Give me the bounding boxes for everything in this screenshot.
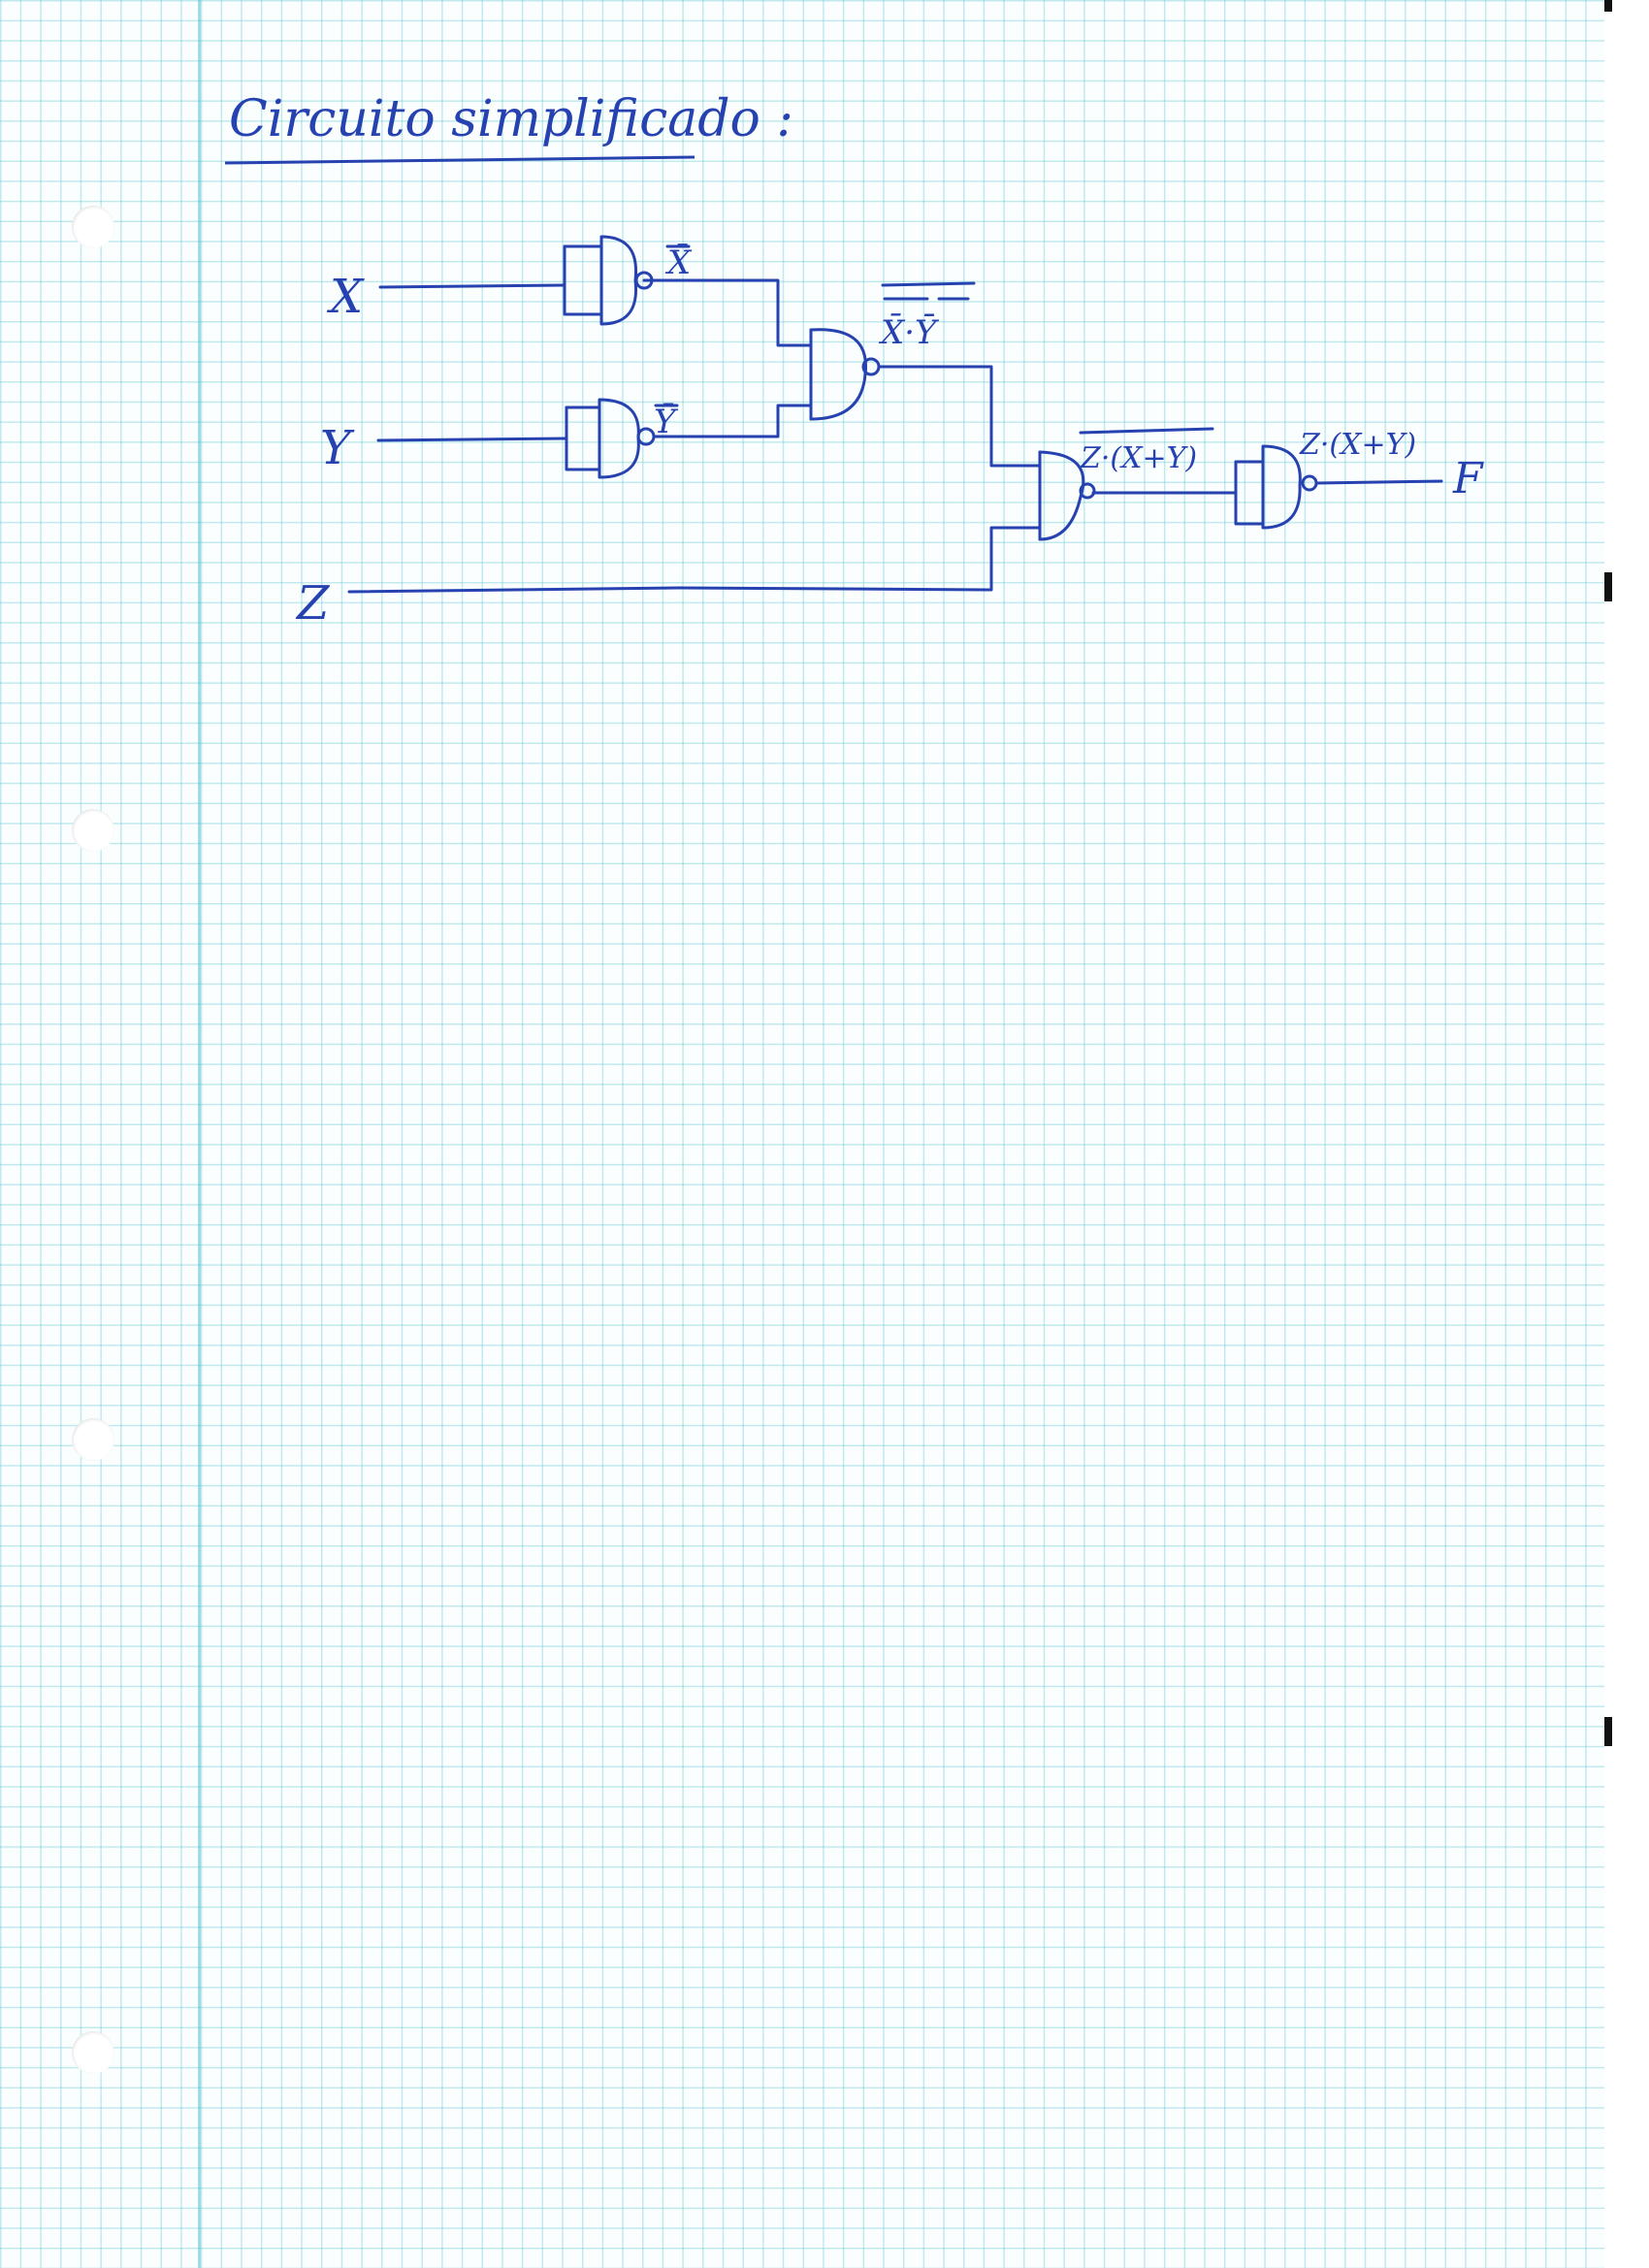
- margin-line: [198, 0, 201, 2268]
- punch-hole-1: [72, 206, 114, 248]
- diagram-title: Circuito simplificado :: [229, 90, 793, 148]
- nand-gate-g2: [565, 398, 656, 479]
- overbar-g4: [1079, 427, 1214, 435]
- gate-g3-output-label: X̄·Ȳ: [878, 312, 940, 352]
- wire-x-in: [378, 283, 566, 289]
- input-label-y: Y: [320, 421, 355, 475]
- punch-hole-3: [72, 1418, 114, 1461]
- wire-g3-to-g4: [877, 365, 1042, 468]
- scan-edge: [1604, 0, 1649, 2268]
- overbar-g3-outer: [881, 281, 976, 287]
- wire-g5-to-f: [1314, 479, 1443, 485]
- input-label-z: Z: [295, 576, 331, 631]
- gate-g1-output-label: X̄: [664, 243, 693, 282]
- gate-g5-output-label: Z·(X+Y): [1299, 428, 1416, 462]
- wire-g1-to-g3: [642, 278, 813, 347]
- graph-paper-sheet: [0, 0, 1604, 2268]
- nand-gate-g1: [563, 235, 654, 326]
- gate-g4-output-label: Z·(X+Y): [1080, 441, 1197, 475]
- nand-gate-g4: [1038, 450, 1096, 541]
- input-label-x: X: [326, 270, 365, 324]
- output-label-f: F: [1452, 454, 1484, 503]
- title-underline: [224, 155, 695, 165]
- wire-g2-to-g3: [652, 404, 813, 438]
- nand-gate-g3: [809, 328, 881, 421]
- gate-g2-output-label: Ȳ: [654, 403, 679, 441]
- punch-hole-4: [72, 2031, 114, 2074]
- punch-hole-2: [72, 809, 114, 852]
- wire-y-in: [376, 437, 568, 442]
- nand-gate-g5: [1234, 444, 1318, 530]
- wire-z-in: [347, 526, 1042, 594]
